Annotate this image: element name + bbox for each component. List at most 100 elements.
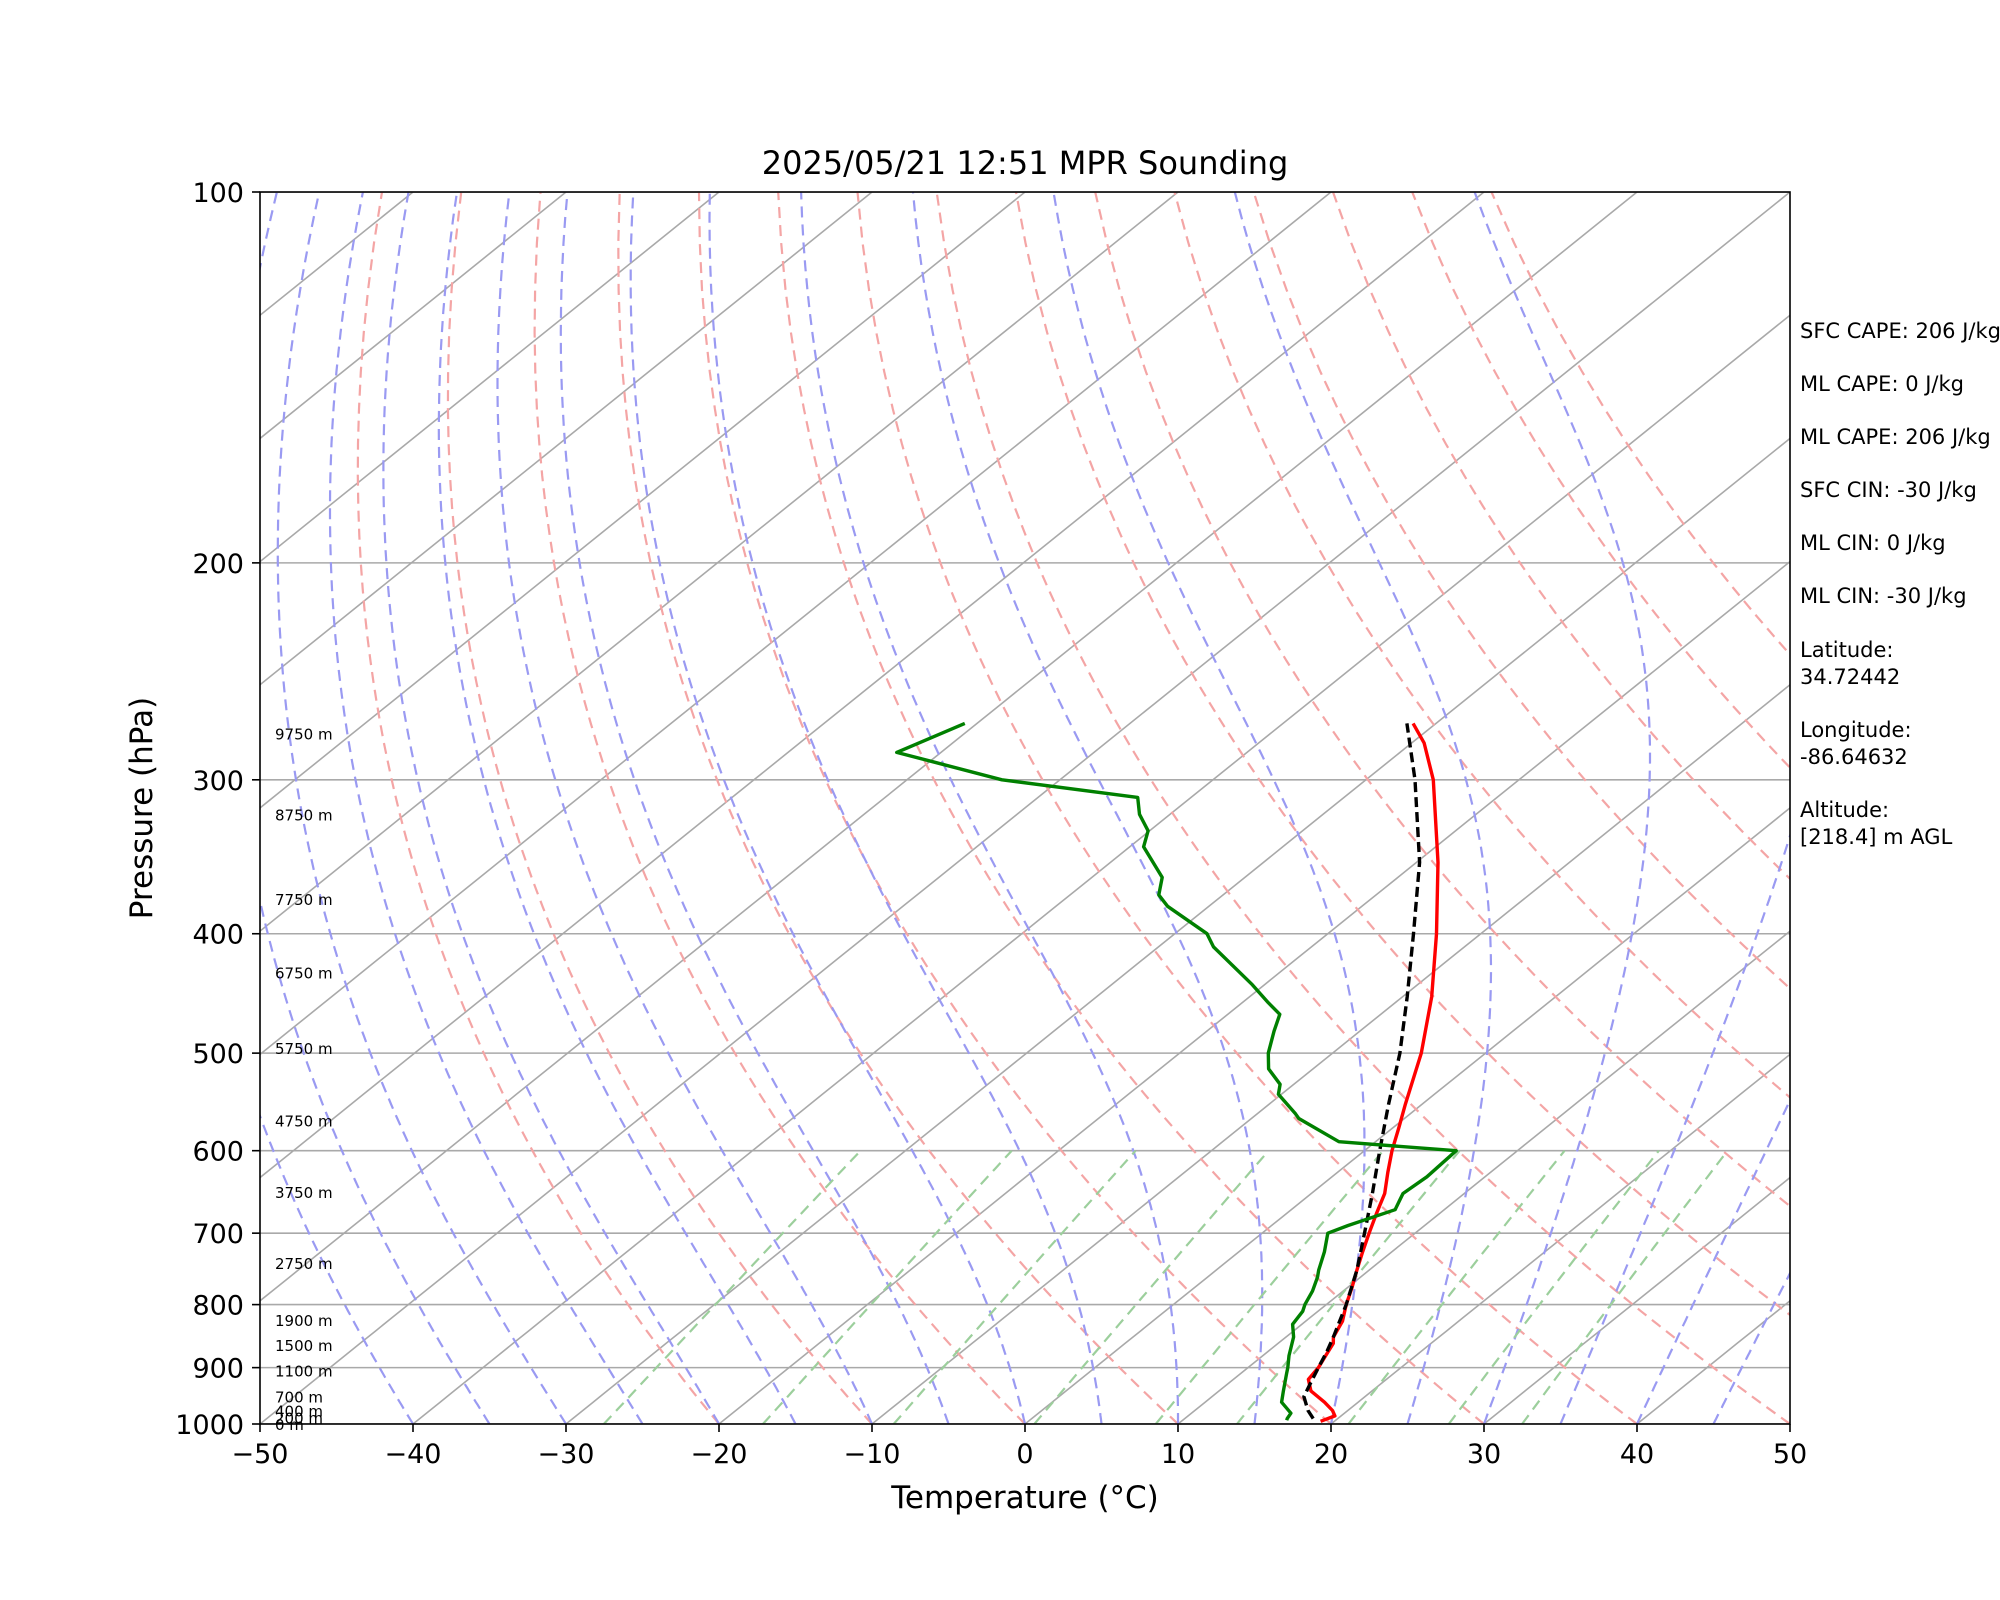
y-tick-label: 200 [192,549,244,580]
height-label: 1900 m [275,1312,333,1330]
height-label: 5750 m [275,1040,333,1058]
height-label: 200 m [275,1410,323,1428]
dry-adiabat-line [697,192,1332,1424]
dry-adiabat-line [935,192,1790,1424]
y-tick-label: 400 [192,920,244,951]
moist-adiabat-line [629,192,1027,1424]
height-label: 2750 m [275,1255,333,1273]
dry-adiabat-line [356,192,720,1424]
dry-adiabat-line [1252,192,1790,990]
height-label: 1100 m [275,1363,333,1381]
height-label: 8750 m [275,806,333,824]
moist-adiabat-line [1559,192,1790,1424]
y-tick-label: 1000 [175,1410,244,1441]
isotherm-line [260,192,1332,1056]
dry-adiabat-line [777,192,1485,1424]
sounding-parameter-text: 34.72442 [1800,665,1900,689]
dry-adiabat-line [446,192,873,1424]
isotherm-line [260,192,1790,1424]
isotherm-line [1177,930,1790,1424]
isotherm-line [260,192,873,686]
sounding-parameter-text: Longitude: [1800,718,1912,742]
background-lines [260,192,1790,1424]
sounding-parameter-text: Latitude: [1800,638,1894,662]
isotherm-line [1330,1053,1790,1424]
mixing-ratio-line [1521,1150,1729,1424]
dry-adiabat-line [1331,192,1790,881]
moist-adiabat-line [708,192,1103,1424]
y-axis-label: Pressure (hPa) [124,697,160,919]
y-tick-label: 100 [192,178,244,209]
isotherm-line [1636,1299,1790,1424]
isotherm-line [260,192,1638,1302]
height-label: 400 m [275,1402,323,1420]
x-tick-label: 50 [1773,1439,1807,1470]
height-label: 700 m [275,1389,323,1407]
axis-ticks: −50 −40 −30 −20 −10 0 10 20 30 40 50 1000 900 800 700 6… [175,178,1807,1470]
x-tick-label: 20 [1314,1439,1348,1470]
isotherm-line [871,683,1790,1424]
height-label: 6750 m [275,964,333,982]
x-tick-label: 30 [1467,1439,1501,1470]
y-tick-label: 600 [192,1137,244,1168]
x-tick-label: 10 [1161,1439,1195,1470]
moist-adiabat-line [1712,1270,1790,1424]
mixing-ratio-line [602,1149,862,1424]
moist-adiabat-line [1233,192,1493,1424]
sounding-parameter-text: -86.64632 [1800,745,1908,769]
dry-adiabat-line [856,192,1638,1424]
isotherm-line [412,314,1790,1424]
moist-adiabat-line [437,192,797,1424]
isotherm-line [1024,806,1790,1424]
isotherm-line [260,192,1026,809]
y-tick-label: 300 [192,766,244,797]
sounding-parameter-text: Altitude: [1800,798,1889,822]
x-tick-label: −50 [232,1439,289,1470]
height-label: 7750 m [275,891,333,909]
height-label: 9750 m [275,725,333,743]
isotherm-line [260,192,1179,933]
x-tick-label: −40 [385,1439,442,1470]
moist-adiabat-line [496,192,874,1424]
sounding-parameter-text: ML CAPE: 206 J/kg [1800,425,1991,449]
chart-title: 2025/05/21 12:51 MPR Sounding [762,144,1289,182]
sounding-parameter-text: SFC CIN: -30 J/kg [1800,478,1977,502]
dewpoint-profile-line [895,721,1458,1421]
height-label: 3750 m [275,1184,333,1202]
sounding-parameter-text: ML CIN: 0 J/kg [1800,531,1946,555]
sounding-profiles [895,721,1458,1423]
y-tick-label: 700 [192,1219,244,1250]
moist-adiabat-line [382,192,720,1424]
mixing-ratio-line [1447,1150,1660,1424]
height-labels: 9750 m 8750 m 7750 m 6750 m 5750 m 4750 m 3750… [275,725,333,1434]
mixing-ratio-line [1236,1149,1461,1424]
moist-adiabat-line [800,192,1180,1424]
isotherm-line [1483,1176,1790,1424]
x-tick-label: 0 [1016,1439,1033,1470]
moist-adiabat-line [328,192,644,1424]
mixing-ratio-line [1347,1150,1566,1424]
mixing-ratio-line [1154,1149,1385,1424]
mixing-ratio-line [892,1149,1137,1424]
x-tick-label: −30 [538,1439,595,1470]
moist-adiabat-line [1635,1097,1790,1424]
sounding-parameters: SFC CAPE: 206 J/kg ML CAPE: 0 J/kg ML CAPE… [1800,319,2000,849]
dry-adiabat-line [1411,192,1790,770]
sounding-parameter-text: SFC CAPE: 206 J/kg [1800,319,2000,343]
sounding-parameter-text: [218.4] m AGL [1800,825,1953,849]
moist-adiabat-line [1052,192,1366,1424]
moist-adiabat-line [260,192,491,1424]
height-label: 0 m [275,1416,304,1434]
x-tick-label: 40 [1620,1439,1654,1470]
moist-adiabat-line [276,192,567,1424]
parcel-path-line [1302,723,1422,1420]
y-tick-label: 500 [192,1039,244,1070]
moist-adiabat-line [911,192,1264,1424]
sounding-parameter-text: ML CIN: -30 J/kg [1800,584,1967,608]
height-label: 1500 m [275,1337,333,1355]
sounding-parameter-text: ML CAPE: 0 J/kg [1800,372,1964,396]
x-tick-label: −20 [691,1439,748,1470]
mixing-ratio-line [1033,1149,1270,1424]
moist-adiabat-line [559,192,950,1424]
